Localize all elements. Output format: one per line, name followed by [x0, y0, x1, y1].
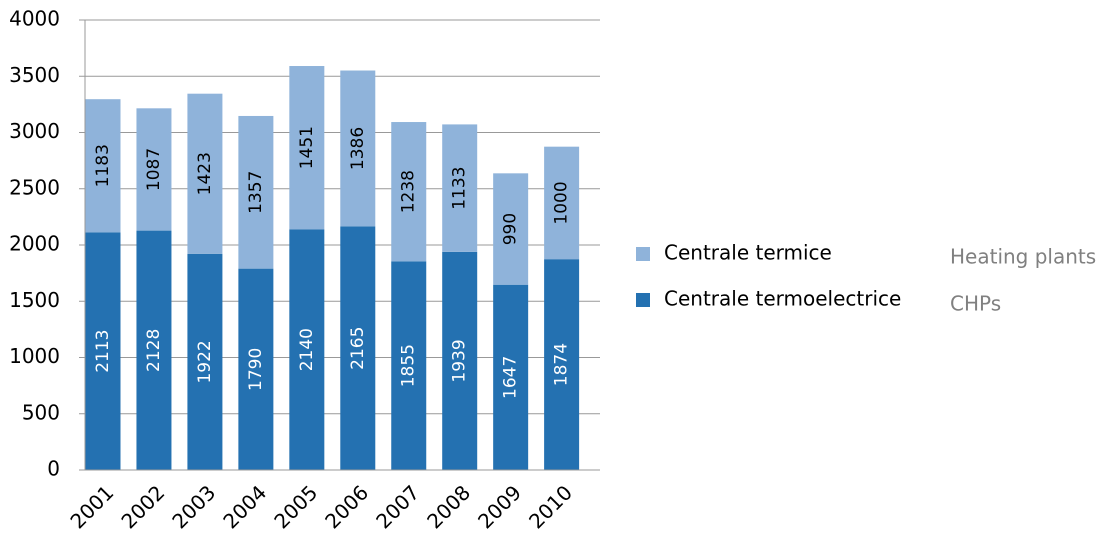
x-tick-label: 2007 — [371, 480, 424, 533]
bar-segment — [289, 229, 325, 470]
bar-segment — [442, 251, 478, 470]
value-label: 1183 — [93, 144, 113, 187]
bar-segment — [187, 253, 223, 470]
bar-segment — [340, 70, 376, 227]
value-label: 1000 — [552, 181, 572, 224]
value-label: 1874 — [552, 343, 572, 386]
bar-segment — [85, 99, 121, 233]
value-label: 1087 — [144, 148, 164, 191]
value-label: 1238 — [399, 170, 419, 213]
bar-segment — [136, 108, 172, 231]
y-tick-label: 3500 — [9, 63, 60, 87]
bar-segment — [544, 146, 580, 260]
y-tick-label: 500 — [22, 400, 60, 424]
value-label: 2113 — [93, 330, 113, 373]
value-label: 1855 — [399, 344, 419, 387]
bar-segment — [493, 173, 529, 285]
value-label: 1939 — [450, 339, 470, 382]
y-tick-label: 2000 — [9, 232, 60, 256]
value-label: 1133 — [450, 166, 470, 209]
x-tick-label: 2010 — [524, 480, 577, 533]
y-tick-label: 3000 — [9, 119, 60, 143]
x-tick-label: 2008 — [422, 480, 475, 533]
y-tick-label: 4000 — [9, 7, 60, 31]
y-tick-label: 0 — [47, 457, 60, 481]
bar-segment — [391, 122, 427, 262]
bar-segment — [493, 284, 529, 470]
annotation: Heating plants — [950, 245, 1096, 269]
x-tick-label: 2006 — [320, 480, 373, 533]
value-label: 990 — [501, 213, 521, 245]
x-tick-label: 2003 — [167, 480, 220, 533]
value-label: 1451 — [297, 126, 317, 169]
value-label: 2165 — [348, 327, 368, 370]
bar-segment — [238, 115, 274, 269]
value-label: 2128 — [144, 329, 164, 372]
bar-segment — [289, 66, 325, 230]
legend-swatch — [636, 247, 650, 261]
bar-segment — [238, 268, 274, 470]
value-label: 1423 — [195, 152, 215, 195]
y-tick-label: 1000 — [9, 344, 60, 368]
bar-segment — [442, 124, 478, 252]
x-tick-label: 2001 — [65, 480, 118, 533]
y-tick-label: 1500 — [9, 288, 60, 312]
bar-segment — [136, 230, 172, 470]
x-tick-label: 2004 — [218, 480, 271, 533]
bar-segment — [187, 93, 223, 254]
bar-segment — [544, 259, 580, 470]
value-label: 1386 — [348, 127, 368, 170]
value-label: 1357 — [246, 171, 266, 214]
legend-label: Centrale termoelectrice — [664, 287, 901, 311]
x-tick-label: 2005 — [269, 480, 322, 533]
legend-label: Centrale termice — [664, 241, 832, 265]
value-label: 1922 — [195, 340, 215, 383]
x-tick-label: 2002 — [116, 480, 169, 533]
value-label: 2140 — [297, 328, 317, 371]
bar-segment — [391, 261, 427, 470]
value-label: 1790 — [246, 348, 266, 391]
x-tick-label: 2009 — [473, 480, 526, 533]
y-tick-label: 2500 — [9, 175, 60, 199]
bar-segment — [340, 226, 376, 470]
annotation: CHPs — [950, 292, 1001, 316]
legend-swatch — [636, 293, 650, 307]
bar-segment — [85, 232, 121, 470]
value-label: 1647 — [501, 356, 521, 399]
